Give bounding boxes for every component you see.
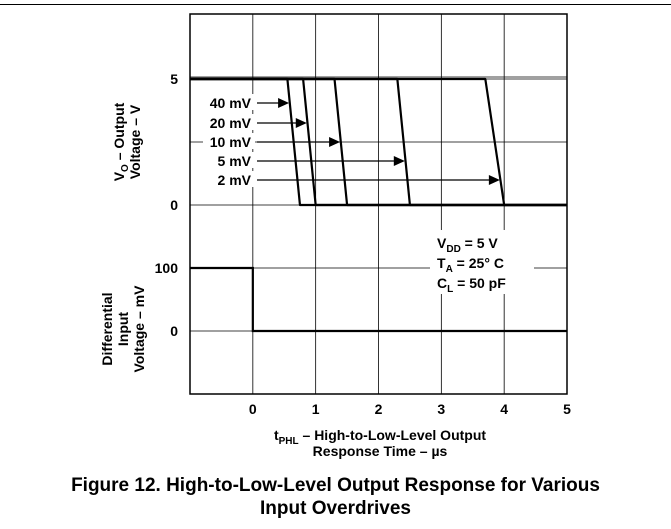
lower-y-label-line3: Voltage – mV — [131, 285, 147, 373]
input-step-curve — [190, 266, 567, 333]
plot-frame — [189, 13, 568, 395]
callout-label-bg — [203, 133, 255, 149]
lower-y-tick-label: 0 — [170, 323, 178, 339]
page-top-rule — [0, 4, 671, 5]
upper-y-label: VO – Output — [111, 102, 131, 181]
tick-labels: 0 1 2 3 4 5 5 0 100 0 — [155, 71, 571, 417]
callout-label-bg — [203, 171, 255, 187]
callout-label: 20 mV — [210, 115, 252, 131]
callout-label: 5 mV — [218, 153, 252, 169]
callout-label: 10 mV — [210, 134, 252, 150]
output-curve — [190, 77, 567, 207]
upper-y-tick-label: 5 — [170, 71, 178, 87]
x-axis-label-line2: Response Time – µs — [313, 443, 448, 459]
figure-caption-line1: Figure 12. High-to-Low-Level Output Resp… — [71, 475, 600, 496]
upper-y-label-line2: Voltage – V — [127, 104, 143, 179]
lower-y-tick-label: 100 — [155, 260, 179, 276]
x-tick-label: 3 — [437, 401, 445, 417]
ta-condition: TA = 25° C — [437, 255, 504, 275]
x-tick-label: 5 — [563, 401, 571, 417]
callout-label-bg — [203, 152, 255, 168]
callout-label: 2 mV — [218, 172, 252, 188]
callout-arrowhead — [393, 156, 405, 166]
callout-label-bg — [203, 94, 255, 110]
callout-arrowhead — [278, 98, 290, 108]
x-tick-label: 1 — [312, 401, 320, 417]
cl-condition: CL = 50 pF — [437, 275, 506, 295]
conditions-box — [430, 230, 534, 294]
x-axis-label-line1: tPHL – High-to-Low-Level Output — [274, 427, 486, 447]
lower-y-label-line1: Differential — [99, 292, 115, 365]
figure-caption-line2: Input Overdrives — [260, 498, 411, 519]
callouts: 40 mV 20 mV 10 mV 5 mV 2 mV — [203, 94, 500, 188]
upper-y-tick-label: 0 — [170, 197, 178, 213]
x-tick-label: 4 — [500, 401, 508, 417]
callout-arrowhead — [488, 175, 500, 185]
callout-arrowhead — [295, 118, 307, 128]
x-tick-label: 2 — [375, 401, 383, 417]
lower-y-label-line2: Input — [115, 312, 131, 347]
callout-label: 40 mV — [210, 95, 252, 111]
x-tick-label: 0 — [249, 401, 257, 417]
vdd-condition: VDD = 5 V — [437, 235, 498, 255]
callout-arrowhead — [329, 137, 341, 147]
response-time-chart: 40 mV 20 mV 10 mV 5 mV 2 mV VDD = 5 V TA = 2… — [99, 13, 571, 459]
callout-label-bg — [203, 114, 255, 130]
